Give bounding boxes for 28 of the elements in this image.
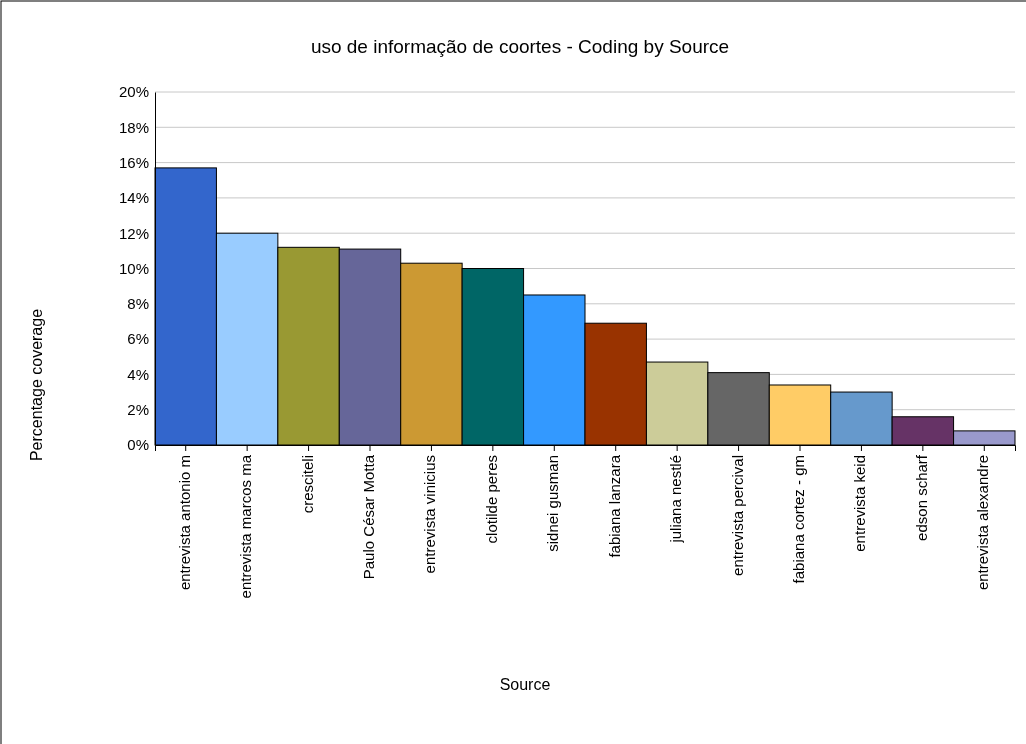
x-tick-label: clotilde peres — [482, 455, 500, 544]
y-tick-label: 20% — [118, 83, 149, 101]
y-tick-label: 2% — [127, 401, 149, 418]
x-tick-label: sidnei gusman — [544, 455, 562, 552]
y-tick-label: 4% — [127, 365, 149, 383]
chart-title: uso de informação de coortes - Coding by Source — [310, 36, 730, 57]
x-tick-label: entrevista marcos ma — [237, 454, 255, 599]
y-tick-label: 18% — [118, 118, 149, 136]
x-tick-label: fabiana lanzara — [605, 454, 623, 558]
y-axis-title: Percentage coverage — [28, 308, 45, 462]
y-tick-label: 14% — [118, 189, 149, 207]
x-tick-label: juliana nestlé — [667, 455, 685, 544]
x-tick-label: Paulo César Motta — [359, 454, 377, 580]
x-tick-label: entrevista vinicius — [421, 455, 439, 574]
x-tick-label: cresciteli — [298, 455, 316, 514]
y-tick-label: 16% — [118, 153, 149, 171]
x-tick-label: entrevista percival — [728, 455, 746, 576]
x-tick-label: edson scharf — [912, 454, 930, 541]
y-tick-label: 0% — [127, 436, 149, 454]
y-tick-label: 10% — [118, 259, 149, 277]
y-tick-label: 6% — [127, 330, 149, 348]
y-tick-label: 8% — [127, 295, 149, 313]
x-tick-label: fabiana cortez - gm — [789, 455, 807, 584]
x-tick-label: entrevista alexandre — [974, 455, 992, 591]
y-tick-label: 12% — [118, 224, 149, 242]
x-tick-label: entrevista antonio m — [175, 455, 193, 591]
x-axis-title: Source — [499, 676, 551, 693]
x-tick-label: entrevista keid — [851, 455, 869, 552]
